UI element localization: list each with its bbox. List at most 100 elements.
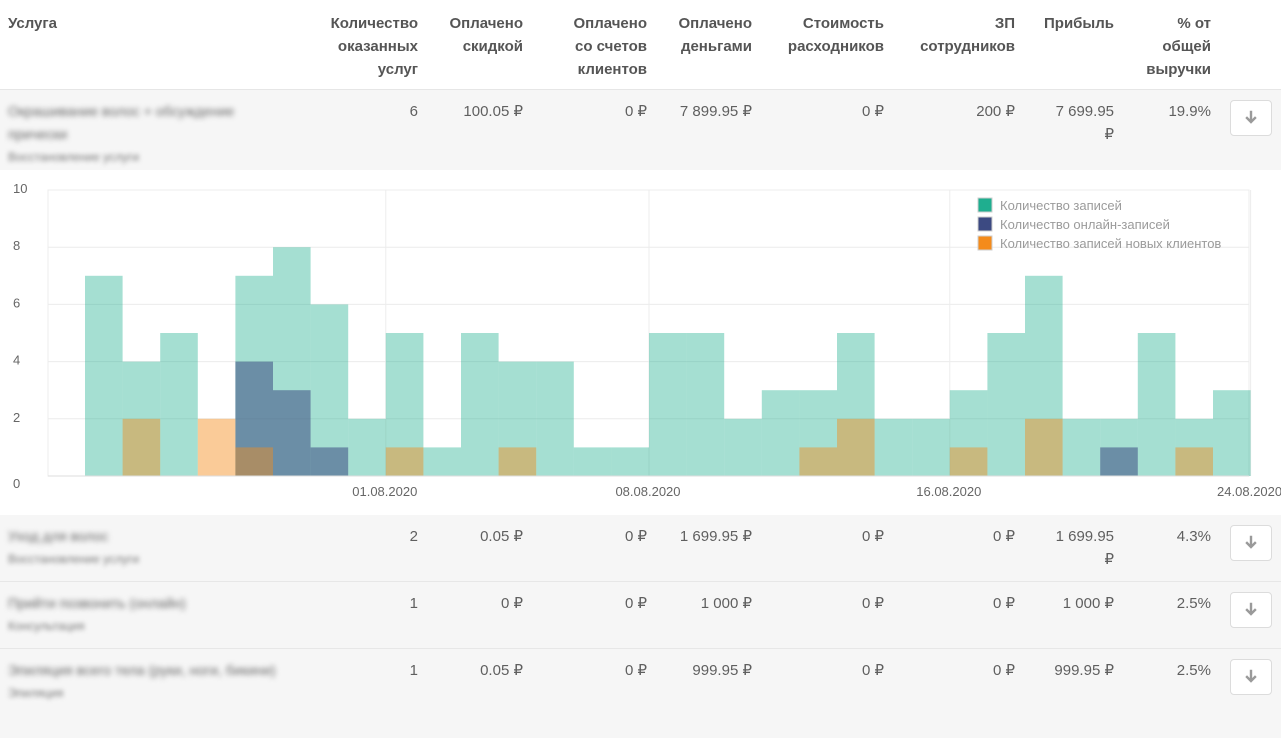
y-tick-label: 8 [13, 238, 20, 253]
bar-new-clients [837, 418, 875, 476]
service-cell: Эпиляция всего тела (руки, ноги, бикини)… [8, 659, 293, 704]
expand-button[interactable] [1230, 659, 1272, 695]
profit-cell: 1 699.95 ₽ [1055, 528, 1114, 568]
service-category: Восстановление услуги [8, 150, 140, 164]
table-row[interactable]: Эпиляция всего тела (руки, ноги, бикини)… [0, 649, 1281, 738]
bar-total [837, 333, 875, 476]
profit-cell: 999.95 ₽ [1054, 662, 1114, 679]
count-cell: 1 [409, 595, 418, 612]
count-cell: 6 [409, 103, 418, 120]
discount-cell: 0 ₽ [500, 595, 523, 612]
header-supplies[interactable]: Стоимость расходников [787, 15, 884, 55]
share-cell: 19.9% [1168, 103, 1211, 120]
bar-total [686, 333, 725, 476]
bar-total [1062, 418, 1101, 476]
money-cell: 1 000 ₽ [700, 595, 752, 612]
header-accounts[interactable]: Оплачено со счетов клиентов [573, 15, 648, 78]
count-cell: 2 [409, 528, 418, 545]
x-tick-label: 08.08.2020 [615, 484, 680, 499]
bar-new-clients [122, 418, 161, 476]
arrow-down-icon [1245, 669, 1257, 683]
bar-total [799, 390, 837, 476]
header-service[interactable]: Услуга [8, 15, 57, 32]
expand-button[interactable] [1230, 592, 1272, 628]
chart-svg: 10 8 6 4 2 0 01.08.2020 08.08.2020 16.08.2020 24.… [13, 181, 1281, 499]
bar-total [122, 361, 161, 476]
money-cell: 7 899.95 ₽ [679, 103, 752, 120]
x-tick-label: 16.08.2020 [916, 484, 981, 499]
bar-total [724, 418, 762, 476]
bar-new-clients [385, 447, 424, 476]
table-header: Услуга Количество оказанных услуг Оплаче… [0, 0, 1281, 90]
bar-online [235, 361, 273, 476]
service-name: Окрашивание волос + обсуждение прически [8, 103, 235, 142]
discount-cell: 0.05 ₽ [480, 528, 523, 545]
supplies-cell: 0 ₽ [861, 528, 884, 545]
bar-total [85, 275, 123, 476]
bar-total [761, 390, 800, 476]
header-profit[interactable]: Прибыль [1044, 15, 1114, 32]
accounts-cell: 0 ₽ [624, 528, 647, 545]
salary-cell: 200 ₽ [976, 103, 1015, 120]
salary-cell: 0 ₽ [992, 662, 1015, 679]
service-category: Эпиляция [8, 686, 64, 700]
share-cell: 2.5% [1176, 662, 1211, 679]
expand-button[interactable] [1230, 100, 1272, 136]
header-discount[interactable]: Оплачено скидкой [449, 15, 524, 55]
service-category: Консультация [8, 619, 85, 633]
bar-online [310, 447, 349, 476]
header-money[interactable]: Оплачено деньгами [678, 15, 753, 55]
bar-new-clients [949, 447, 988, 476]
salary-cell: 0 ₽ [992, 528, 1015, 545]
legend-label: Количество записей новых клиентов [1000, 236, 1221, 251]
bar-total [573, 447, 612, 476]
bar-new-clients [498, 447, 537, 476]
salary-cell: 0 ₽ [992, 595, 1015, 612]
service-name: Эпиляция всего тела (руки, ноги, бикини) [8, 662, 276, 678]
accounts-cell: 0 ₽ [624, 103, 647, 120]
expand-button[interactable] [1230, 525, 1272, 561]
arrow-down-icon [1245, 602, 1257, 616]
bar-total [649, 333, 687, 476]
accounts-cell: 0 ₽ [624, 662, 647, 679]
accounts-cell: 0 ₽ [624, 595, 647, 612]
y-tick-label: 4 [13, 353, 20, 368]
header-share[interactable]: % от общей выручки [1146, 15, 1211, 78]
y-tick-label: 10 [13, 181, 27, 196]
share-cell: 4.3% [1176, 528, 1211, 545]
x-tick-label: 24.08.2020 [1217, 484, 1281, 499]
service-cell: Прийти позвонить (онлайн) Консультация [8, 592, 293, 637]
arrow-down-icon [1245, 110, 1257, 124]
table-row[interactable]: Прийти позвонить (онлайн) Консультация 1… [0, 582, 1281, 649]
legend-label: Количество записей [1000, 198, 1122, 213]
count-cell: 1 [409, 662, 418, 679]
bar-total [912, 418, 950, 476]
bar-total [348, 418, 386, 476]
service-name: Уход для волос [8, 528, 109, 544]
legend-swatch [977, 235, 993, 251]
bar-online [1100, 447, 1138, 476]
x-tick-label: 01.08.2020 [352, 484, 417, 499]
profit-cell: 1 000 ₽ [1062, 595, 1114, 612]
table-row[interactable]: Окрашивание волос + обсуждение прически … [0, 90, 1281, 170]
service-category: Восстановление услуги [8, 552, 140, 566]
y-tick-label: 2 [13, 410, 20, 425]
bar-total [461, 333, 499, 476]
bar-total [385, 333, 424, 476]
header-salary[interactable]: ЗП сотрудников [920, 15, 1015, 55]
bar-total [949, 390, 988, 476]
bar-total [1213, 390, 1251, 476]
bar-total [498, 361, 537, 476]
share-cell: 2.5% [1176, 595, 1211, 612]
legend-swatch [977, 216, 993, 232]
money-cell: 999.95 ₽ [692, 662, 752, 679]
header-count[interactable]: Количество оказанных услуг [330, 15, 418, 78]
bar-total [536, 361, 574, 476]
bar-new-clients [799, 447, 837, 476]
supplies-cell: 0 ₽ [861, 103, 884, 120]
bar-total [987, 333, 1025, 476]
bar-new-clients [1025, 418, 1063, 476]
table-row[interactable]: Уход для волос Восстановление услуги 2 0… [0, 515, 1281, 582]
legend-swatch [977, 197, 993, 213]
bar-total [423, 447, 461, 476]
